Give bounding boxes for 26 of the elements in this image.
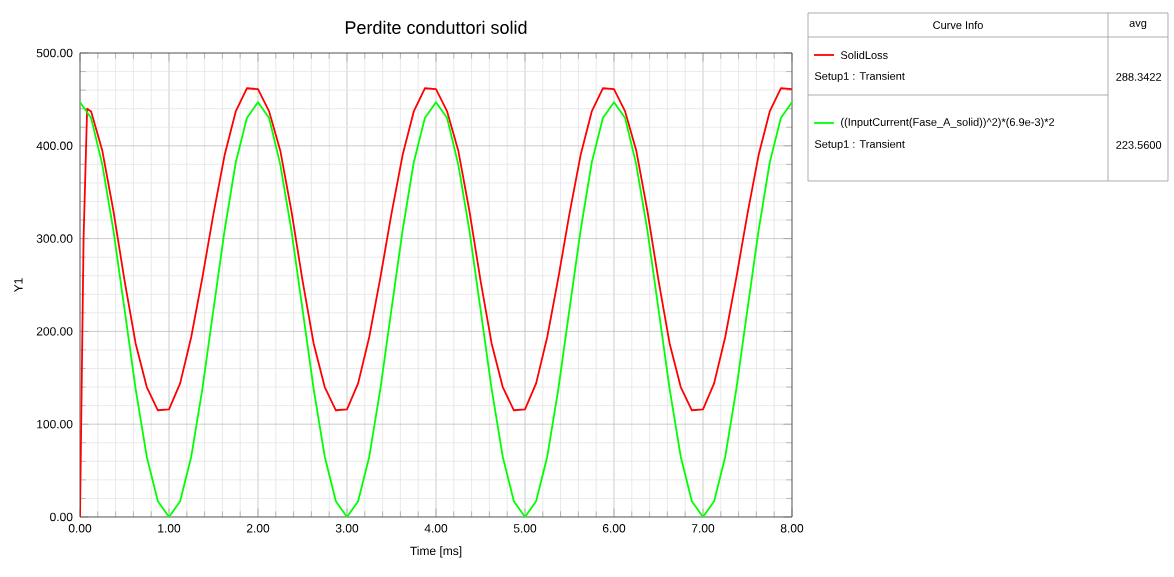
text: 223.5600 <box>1116 141 1162 149</box>
text: Setup1 : Transient <box>814 71 905 83</box>
x-tick-label: 1.00 <box>158 524 181 533</box>
x-axis-title: Time [ms] <box>410 546 462 558</box>
legend-label: ((InputCurrent(Fase_A_solid))^2)*(6.9e-3)*2 <box>841 117 1055 129</box>
x-tick-label: 7.00 <box>691 524 715 533</box>
x-tick-label: 5.00 <box>513 524 537 533</box>
legend-label: SolidLoss <box>840 50 888 60</box>
x-tick-label: 0.00 <box>68 524 92 533</box>
y-tick-label: 500.00 <box>36 48 73 58</box>
text: avg <box>1129 20 1147 30</box>
y-tick-label: 200.00 <box>36 327 73 336</box>
y-tick-label: 300.00 <box>36 234 73 243</box>
x-tick-label: 3.00 <box>335 524 359 533</box>
x-tick-label: 8.00 <box>780 524 804 533</box>
y-tick-label: 400.00 <box>36 141 73 151</box>
x-tick-label: 6.00 <box>602 524 626 533</box>
x-tick-label: 2.00 <box>246 524 270 533</box>
chart-title: Perdite conduttori solid <box>345 20 527 34</box>
legend-title: Curve Info <box>933 20 983 30</box>
text: 288.3422 <box>1116 73 1162 81</box>
y-tick-label: 0.00 <box>50 512 73 522</box>
text: Setup1 : Transient <box>814 139 905 151</box>
y-axis-title: Y1 <box>14 278 23 293</box>
x-tick-label: 4.00 <box>424 524 448 533</box>
y-tick-label: 100.00 <box>37 419 73 429</box>
